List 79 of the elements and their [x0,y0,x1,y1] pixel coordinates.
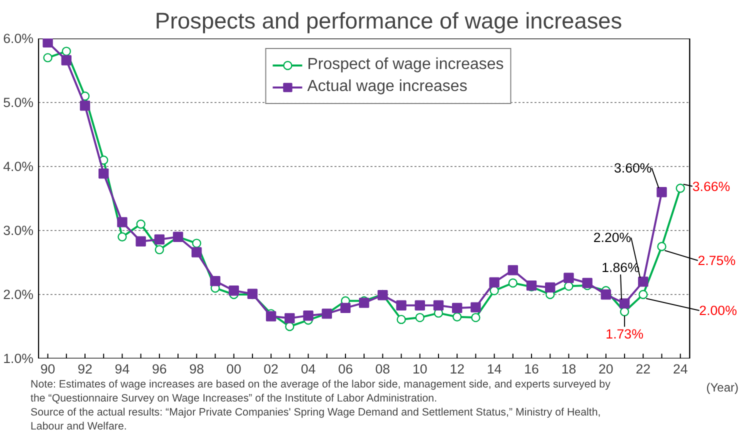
point [228,286,239,296]
x-tick-label: 98 [189,362,204,376]
x-tick-label: 02 [264,362,278,376]
chart-title: Prospects and performance of wage increases [154,8,622,34]
point [340,302,351,314]
text: Note: Estimates of wage increases are based on the average of the labor side, management side, and experts surveyed by the “Questionnaire Survey on Wage Increases” of the Institute of Labor Administration. [30,378,612,404]
point [358,298,370,308]
point [638,276,648,287]
point [43,53,52,62]
point [266,311,276,322]
point [210,276,220,286]
x-tick-label: 10 [412,362,428,376]
point [118,232,127,242]
data-label: 3.60% [614,160,652,176]
point [452,312,462,322]
point [80,100,90,111]
point [657,242,666,252]
point [564,272,574,283]
data-label: 1.73% [606,326,644,342]
x-tick-label: 00 [226,362,242,376]
point [415,312,424,322]
y-tick-label: 4.0% [3,159,34,174]
point [600,289,612,300]
legend-label: Prospect of wage increases [307,56,504,74]
point [284,313,295,324]
point [414,300,425,310]
point [396,314,406,324]
point [508,265,518,276]
point [545,282,556,293]
x-tick-label: 14 [486,362,502,376]
point [117,217,128,228]
point [619,298,630,309]
point [676,184,685,193]
x-tick-label: 16 [524,362,539,376]
y-tick-label: 2.0% [3,287,34,302]
source-note: Source of the actual results: “Major Private Companies' Spring Wage Demand and Settlement Status,” Ministry of Health, Labour and Welfare. [30,406,601,432]
data-label: 2.20% [593,230,632,246]
y-tick-label: 1.0% [3,351,34,366]
point [638,290,648,300]
x-tick-label: 08 [375,362,390,376]
point [61,55,72,66]
point [471,312,480,322]
x-tick-label: 18 [561,362,576,376]
data-label: 2.75% [698,253,736,268]
y-tick-label: 6.0% [3,31,34,46]
x-axis-title: (Year) [706,380,739,394]
point [303,310,314,321]
data-label: 2.00% [699,303,738,318]
x-tick-label: 90 [40,362,56,376]
point [154,234,165,245]
point [620,307,630,316]
point [98,168,109,179]
x-tick-label: 04 [300,362,316,376]
x-tick-label: 24 [672,362,688,376]
point [470,302,481,312]
point [489,277,500,288]
x-tick-label: 12 [450,362,465,376]
x-tick-label: 06 [338,362,353,376]
point [433,300,444,310]
point [192,247,202,258]
point [508,278,518,288]
point [154,245,164,254]
point [42,38,53,48]
y-tick-label: 5.0% [3,95,34,110]
legend-label: Actual wage increases [307,78,468,96]
point [396,300,406,310]
x-tick-label: 20 [598,362,614,376]
y-tick-label: 3.0% [3,223,34,238]
point [656,187,667,198]
x-tick-label: 94 [114,362,130,376]
data-label: 3.66% [692,178,730,194]
point [136,220,146,229]
x-tick-label: 92 [78,362,92,376]
point [62,46,72,56]
x-tick-label: 22 [636,362,651,376]
x-tick-label: 96 [152,362,167,376]
point [136,236,146,246]
point [452,302,462,314]
point [192,238,202,248]
